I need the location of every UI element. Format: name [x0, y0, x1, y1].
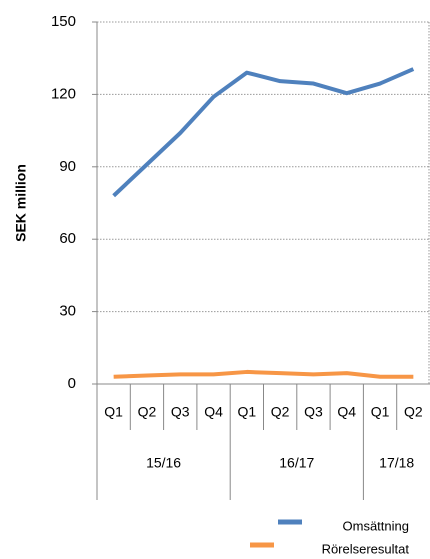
x-tick-label: Q2 — [271, 404, 290, 420]
y-axis-label: SEK million — [13, 164, 29, 242]
y-tick-label: 30 — [59, 303, 76, 320]
x-tick-label: Q1 — [238, 404, 257, 420]
y-tick-label: 60 — [59, 230, 76, 247]
x-tick-label: Q1 — [104, 404, 123, 420]
series-line — [112, 67, 415, 198]
x-group-label: 17/18 — [379, 455, 414, 471]
x-tick-label: Q3 — [171, 404, 190, 420]
x-tick-label: Q4 — [204, 404, 223, 420]
x-tick-label: Q1 — [371, 404, 390, 420]
x-tick-label: Q2 — [138, 404, 157, 420]
y-tick-label: 120 — [51, 85, 76, 102]
legend-label: Rörelseresultat — [322, 541, 410, 556]
x-group-label: 16/17 — [279, 455, 314, 471]
x-tick-label: Q4 — [337, 404, 356, 420]
series-line — [113, 369, 414, 379]
x-tick-label: Q3 — [304, 404, 323, 420]
x-tick-label: Q2 — [404, 404, 423, 420]
legend-label: Omsättning — [343, 518, 409, 533]
y-tick-label: 150 — [51, 13, 76, 30]
y-tick-label: 90 — [59, 158, 76, 175]
y-tick-label: 0 — [68, 375, 76, 392]
x-group-label: 15/16 — [146, 455, 181, 471]
